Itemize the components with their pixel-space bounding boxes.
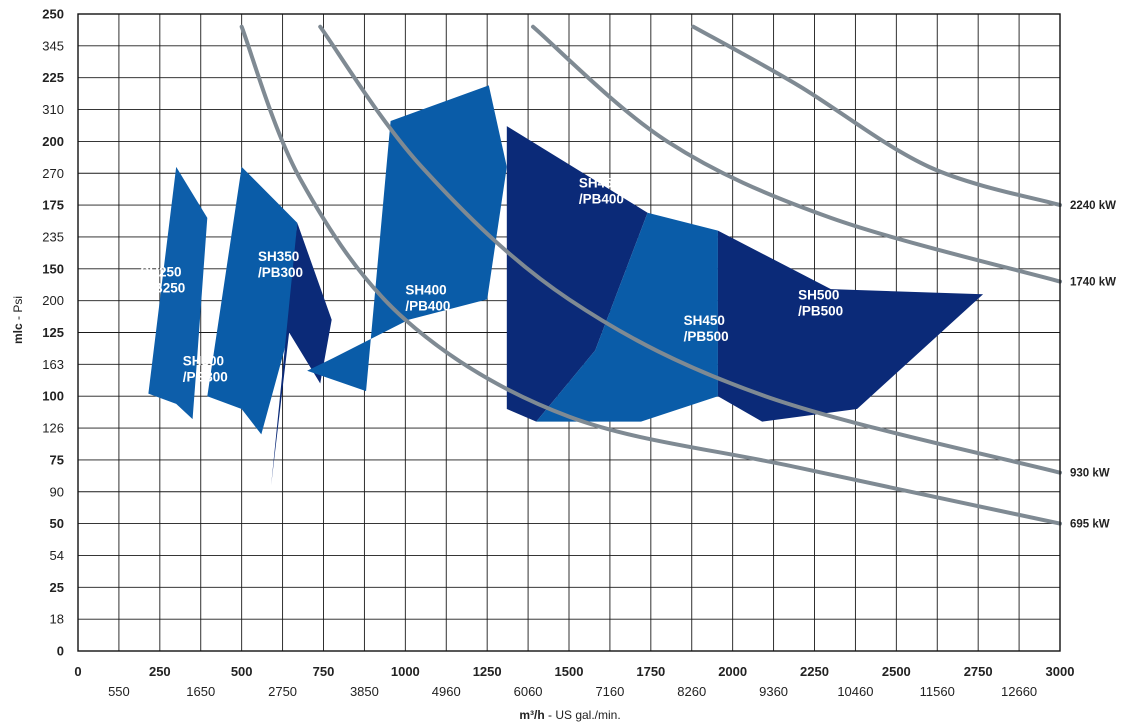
region-sh450-pb500 — [536, 212, 718, 422]
region-sh450-pb400 — [506, 126, 648, 422]
power-curve-1740-kw — [530, 24, 1062, 284]
x-tick-label: 2500 — [882, 664, 911, 679]
y-tick-label-psi: 90 — [50, 484, 64, 499]
y-tick-label: 0 — [57, 644, 64, 659]
x-tick-label: 0 — [74, 664, 81, 679]
x-tick-label: 1500 — [555, 664, 584, 679]
y-tick-labels: 0 18 25 54 50 90 75 126 100 163 125 200 150 235 175 270… — [42, 7, 64, 659]
power-curve-labels: 2240 kW 1740 kW 930 kW 695 kW — [1070, 200, 1116, 530]
y-tick-label-psi: 310 — [42, 102, 64, 117]
plot-border — [77, 13, 1061, 652]
y-tick-label-psi: 345 — [42, 38, 64, 53]
y-tick-label: 150 — [42, 261, 64, 276]
x-tick-label-gpm: 12660 — [1001, 684, 1037, 699]
region-sh250-pb250 — [148, 166, 208, 420]
plot-frame — [77, 13, 1061, 652]
y-tick-label: 250 — [42, 7, 64, 22]
region-label: SH450/PB400 — [579, 175, 624, 206]
region-label: SH500/PB500 — [798, 287, 843, 318]
region-sh400-pb400 — [307, 85, 507, 392]
power-curve-930-kw — [318, 24, 1062, 475]
y-tick-label-psi: 54 — [50, 548, 64, 563]
x-tick-label-gpm: 9360 — [759, 684, 788, 699]
x-tick-label-gpm: 10460 — [837, 684, 873, 699]
x-tick-label: 1000 — [391, 664, 420, 679]
region-labels: SH250/PB250 SH300/PB300 SH350/PB300 SH400/P… — [140, 175, 843, 384]
y-tick-label: 225 — [42, 70, 64, 85]
region-label: SH450/PB500 — [684, 313, 729, 344]
y-tick-label-psi: 126 — [42, 421, 64, 436]
x-tick-label: 2000 — [718, 664, 747, 679]
region-sh350-pb300 — [271, 222, 332, 486]
power-curve-label: 695 kW — [1070, 519, 1110, 531]
x-tick-label-gpm: 1650 — [186, 684, 215, 699]
x-tick-label-gpm: 550 — [108, 684, 130, 699]
x-tick-label-gpm: 3850 — [350, 684, 379, 699]
y-axis-title: mlc - Psi — [11, 296, 25, 344]
power-curve-label: 930 kW — [1070, 468, 1110, 480]
region-label: SH400/PB400 — [405, 282, 450, 313]
x-tick-label-gpm: 6060 — [514, 684, 543, 699]
x-tick-label-gpm: 8260 — [677, 684, 706, 699]
x-tick-label-gpm: 11560 — [920, 684, 955, 699]
x-tick-label: 500 — [231, 664, 253, 679]
x-tick-label: 3000 — [1046, 664, 1075, 679]
y-tick-label: 75 — [50, 452, 64, 467]
region-label: SH350/PB300 — [258, 249, 303, 280]
y-tick-label: 125 — [42, 325, 64, 340]
x-tick-labels: 0 250 500 750 1000 1250 1500 1750 2000 2250 2500 27… — [74, 664, 1074, 699]
power-curve-label: 2240 kW — [1070, 200, 1116, 212]
y-tick-label: 100 — [42, 389, 64, 404]
power-curve-2240-kw — [691, 24, 1062, 208]
pump-regions — [148, 85, 984, 486]
y-tick-label-psi: 163 — [42, 357, 64, 372]
x-tick-label-gpm: 2750 — [268, 684, 297, 699]
y-tick-label-psi: 18 — [50, 612, 64, 627]
y-tick-label: 25 — [50, 580, 64, 595]
y-tick-label-psi: 200 — [42, 293, 64, 308]
power-curve-695-kw — [239, 24, 1062, 526]
x-tick-label-gpm: 4960 — [432, 684, 461, 699]
x-tick-label: 2250 — [800, 664, 829, 679]
x-tick-label: 2750 — [964, 664, 993, 679]
x-axis-title: m³/h - US gal./min. — [519, 708, 620, 722]
x-tick-label: 1250 — [473, 664, 502, 679]
y-tick-label: 50 — [50, 516, 64, 531]
region-label: SH300/PB300 — [183, 354, 228, 385]
region-sh500-pb500 — [717, 230, 984, 422]
region-sh300-pb300 — [207, 166, 298, 435]
y-tick-label: 200 — [42, 134, 64, 149]
x-tick-label: 1750 — [636, 664, 665, 679]
x-tick-label: 750 — [313, 664, 335, 679]
x-tick-label: 250 — [149, 664, 171, 679]
power-curve-label: 1740 kW — [1070, 277, 1116, 289]
power-curves — [239, 24, 1062, 526]
x-tick-label-gpm: 7160 — [595, 684, 624, 699]
y-tick-label: 175 — [42, 198, 64, 213]
y-tick-label-psi: 235 — [42, 229, 64, 244]
y-tick-label-psi: 270 — [42, 166, 64, 181]
region-label: SH250/PB250 — [140, 264, 185, 295]
